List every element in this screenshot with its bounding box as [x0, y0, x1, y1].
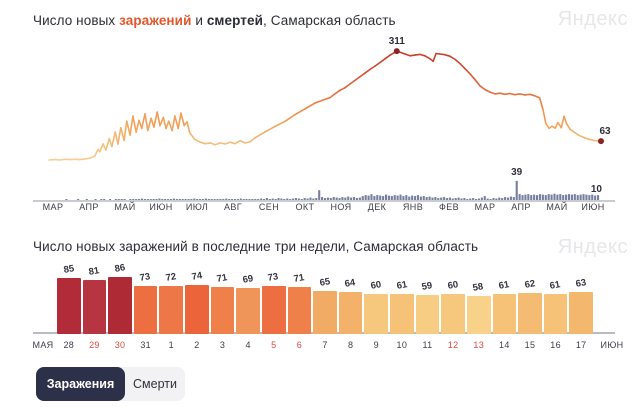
- daily-infections-bar: [466, 295, 491, 334]
- month-label: ФЕВ: [439, 202, 459, 212]
- month-label: ДЕК: [368, 202, 387, 212]
- date-label: 4: [245, 340, 251, 350]
- date-label: 17: [575, 340, 587, 350]
- month-label: ИЮН: [149, 202, 172, 212]
- daily-infections-bar: [82, 280, 107, 334]
- infections-line: [48, 50, 602, 161]
- yandex-watermark-bottom: Яндекс: [557, 236, 628, 258]
- title-accent-infections: заражений: [119, 13, 192, 28]
- daily-infections-bar: [210, 286, 235, 334]
- date-label: 14: [499, 340, 510, 350]
- secondary-chart-title: Число новых заражений в последние три не…: [33, 239, 479, 254]
- daily-infections-bar: [287, 286, 312, 334]
- date-label: 3: [219, 340, 226, 350]
- title-mid: и: [191, 13, 207, 28]
- infections-deaths-line-chart: МАР АПР МАЙ ИЮН ИЮЛ АВГ СЕН ОКТ НОЯ ДЕК ЯНВ ФЕВ МАР А…: [33, 36, 615, 212]
- daily-infections-bar: [364, 294, 389, 334]
- daily-infections-bar: [415, 294, 440, 334]
- main-chart-title: Число новых заражений и смертей, Самарск…: [33, 13, 396, 28]
- daily-infections-bar: [569, 292, 593, 334]
- title-bold-deaths: смертей: [206, 13, 264, 28]
- date-label: 2: [194, 340, 200, 350]
- date-label: 12: [447, 340, 459, 350]
- month-label: ЯНВ: [403, 202, 423, 212]
- date-label: 9: [373, 340, 379, 350]
- deaths-last-label: 10: [591, 184, 603, 195]
- month-label: НОЯ: [330, 202, 351, 212]
- date-label: 30: [114, 340, 126, 350]
- date-label: 7: [322, 340, 328, 350]
- month-label: АВГ: [224, 202, 242, 212]
- month-label: АПР: [79, 202, 99, 212]
- last-value-label: 63: [599, 126, 611, 137]
- tab-deaths[interactable]: Смерти: [125, 367, 185, 401]
- date-label: 13: [473, 340, 485, 350]
- bar-value-label: 63: [574, 277, 588, 291]
- month-label: МАЙ: [546, 201, 567, 212]
- month-label: АПР: [511, 202, 531, 212]
- peak-marker-dot: [393, 48, 400, 55]
- daily-infections-bar: [338, 291, 363, 334]
- daily-infections-bar: [518, 292, 542, 334]
- title-prefix: Число новых: [33, 13, 120, 28]
- peak-value-label: 311: [389, 36, 406, 47]
- date-label: 1: [168, 340, 174, 350]
- daily-infections-bar: [313, 290, 337, 334]
- daily-infections-bar: [261, 285, 286, 334]
- month-label: МАЙ: [114, 201, 135, 212]
- daily-infections-bar: [133, 285, 158, 334]
- daily-infections-bar: [441, 294, 465, 334]
- tab-infections[interactable]: Заражения: [36, 367, 125, 401]
- deaths-peak-label: 39: [511, 167, 523, 178]
- date-axis: 28 29 30 31 1 2 3 4 5 6 7 8 9 10 11 12 13 14 15 16 17 МАЯ ИЮН: [0, 340, 640, 352]
- month-label: ИЮН: [581, 202, 604, 212]
- deaths-mini-bars: [65, 180, 600, 200]
- title-suffix: , Самарская область: [263, 13, 396, 28]
- daily-infections-bar: [236, 288, 260, 334]
- month-label: СЕН: [259, 202, 279, 212]
- month-label: ИЮЛ: [186, 202, 208, 212]
- date-label: 11: [422, 340, 433, 350]
- last-marker-dot: [598, 138, 604, 145]
- month-label: МАР: [475, 202, 496, 212]
- month-label-left: МАЯ: [32, 340, 54, 350]
- daily-infections-bar: [108, 276, 132, 334]
- date-label: 8: [347, 340, 354, 350]
- daily-infections-bar: [390, 293, 414, 334]
- date-label: 16: [550, 340, 561, 350]
- daily-infections-bar: [543, 293, 568, 334]
- month-label-right: ИЮН: [600, 340, 624, 350]
- date-label: 28: [63, 340, 75, 350]
- month-label: МАР: [43, 202, 64, 212]
- daily-infections-bar: [492, 293, 517, 334]
- date-label: 31: [140, 340, 151, 350]
- daily-infections-bar: [185, 284, 209, 334]
- date-label: 15: [524, 340, 536, 350]
- date-label: 5: [271, 340, 277, 350]
- date-label: 6: [296, 340, 303, 350]
- date-label: 10: [396, 340, 408, 350]
- three-weeks-bar-chart: 85 81 86 73 72 74 71 69 73 71 65 64 60 61 59 60 58 61 62 61…: [0, 260, 640, 360]
- yandex-watermark-top: Яндекс: [557, 8, 628, 30]
- month-axis-labels: МАР АПР МАЙ ИЮН ИЮЛ АВГ СЕН ОКТ НОЯ ДЕК ЯНВ ФЕВ МАР А…: [43, 201, 605, 212]
- daily-infections-bar: [57, 277, 81, 334]
- month-label: ОКТ: [296, 202, 315, 212]
- date-label: 29: [89, 340, 100, 350]
- daily-infections-bar: [159, 286, 184, 334]
